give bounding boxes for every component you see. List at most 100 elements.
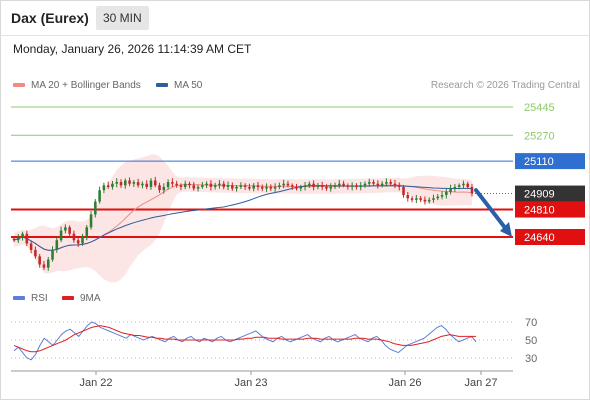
candle-body [218,183,221,186]
candle-body [470,186,474,194]
candle-body [256,185,260,187]
candle-body [252,185,255,189]
candle-body [158,185,161,191]
candle-body [449,188,452,192]
candle-body [183,183,187,187]
legend-swatch-ma50 [156,83,168,88]
candle-body [235,186,238,189]
candle-body [141,183,144,186]
x-tick-label: Jan 22 [79,377,112,389]
candle-body [115,182,119,184]
candle-body [119,182,123,186]
candle-body [205,183,208,186]
projection-arrow-head [500,222,512,237]
rsi-axis-label: 30 [525,353,537,365]
candle-body [419,198,422,200]
candle-body [316,185,320,187]
candle-body [51,249,54,260]
candle-body [162,186,166,191]
candle-body [102,185,106,191]
candle-body [320,185,324,187]
candle-body [359,185,362,187]
price-tag-25445: 25445 [524,102,555,114]
candle-body [132,182,136,184]
header-divider [0,35,590,36]
candle-body [290,185,294,187]
candle-body [299,186,303,189]
x-tick-label: Jan 23 [234,377,267,389]
price-tag-text: 24909 [524,189,555,201]
legend-ma20-bollinger: MA 20 + Bollinger Bands [13,80,141,91]
candle-body [179,185,183,187]
candle-body [432,198,435,200]
candle-body [38,256,41,265]
rsi-axis-label: 50 [525,335,537,347]
candle-body [239,185,243,187]
price-tag-24640: 24640 [515,229,585,245]
research-credit: Research © 2026 Trading Central [430,80,580,91]
price-tag-text: 25110 [524,156,554,168]
candle-body [42,264,46,268]
candle-body [466,183,470,187]
candle-body [367,182,371,184]
candle-body [333,185,337,187]
candle-body [453,186,457,189]
candle-body [372,182,375,184]
candle-body [269,186,273,189]
candle-body [423,199,427,202]
candle-body [25,233,29,244]
legend-label-ma20: MA 20 + Bollinger Bands [31,80,141,91]
candle-body [248,186,251,189]
candle-body [213,185,217,187]
candle-body [149,180,153,187]
rsi-ma9-line [13,325,476,353]
candle-body [231,185,234,189]
candle-body [166,182,170,187]
candle-body [308,183,311,186]
legend-swatch-ma20 [13,83,25,88]
bollinger-band [14,154,472,283]
candle-body [295,186,298,189]
candle-body [106,185,110,187]
legend-swatch-9ma [62,296,74,301]
candle-body [46,259,50,268]
candle-body [192,185,196,189]
legend-label-9ma: 9MA [80,293,101,304]
price-tag-box [515,153,585,170]
candle-body [402,186,405,196]
candle-body [153,180,157,186]
timeframe-button[interactable]: 30 MIN [96,6,149,30]
price-tag-text: 25270 [524,130,555,142]
candle-body [265,186,268,189]
candle-body [342,183,345,186]
candle-body [389,182,392,184]
candle-body [68,227,71,234]
candle-body [12,238,16,241]
candle-body [415,198,418,200]
legend-9ma: 9MA [62,293,101,304]
candle-body [286,183,290,186]
candle-body [85,227,89,237]
candle-body [111,183,114,187]
candle-body [128,180,131,184]
candle-body [94,201,97,215]
price-tag-box [515,229,585,245]
candle-body [260,186,264,189]
candle-body [355,185,358,187]
legend-rsi: RSI [13,293,48,304]
x-tick-label: Jan 26 [388,377,421,389]
rsi-axis-label: 70 [525,317,537,329]
candle-body [136,182,140,186]
chart-header: Dax (Eurex) 30 MIN [0,0,590,36]
price-tag-box [515,185,585,202]
candle-body [175,183,178,186]
price-tag-text: 24810 [524,205,555,217]
candle-body [346,185,350,187]
candle-body [201,185,204,187]
candle-body [72,233,76,241]
candle-body [145,183,148,187]
legend-ma50: MA 50 [156,80,202,91]
candle-body [209,183,213,187]
candle-body [393,183,397,186]
